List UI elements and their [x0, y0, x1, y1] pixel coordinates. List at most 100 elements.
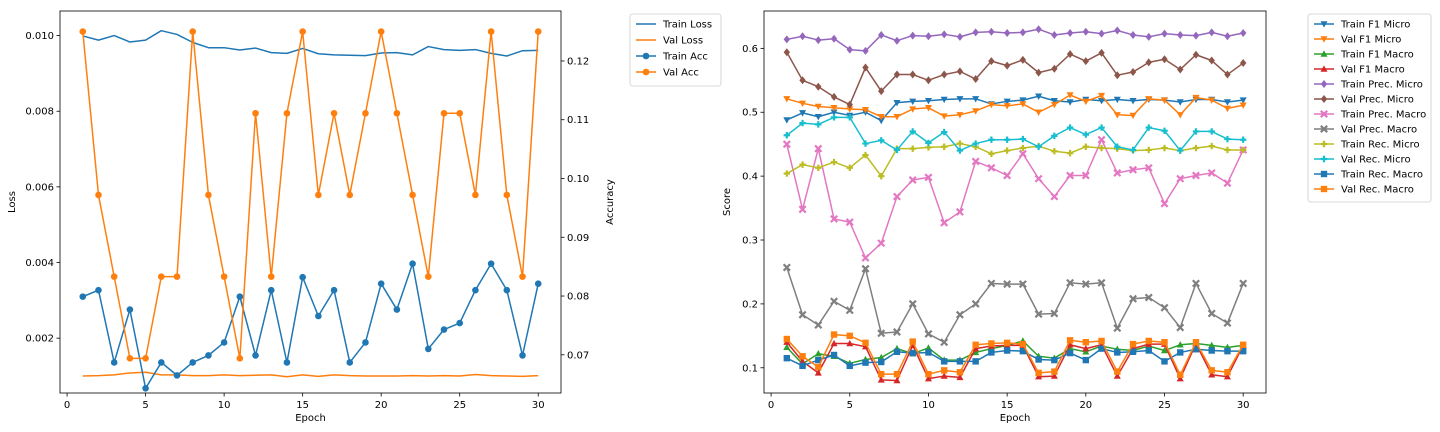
data-point — [909, 338, 916, 345]
data-point — [862, 140, 869, 147]
data-point — [877, 329, 886, 338]
data-point — [377, 28, 385, 35]
data-point — [1114, 71, 1121, 80]
data-point — [815, 164, 822, 172]
data-point — [173, 273, 181, 280]
data-point — [424, 273, 432, 280]
legend-label: Val Prec. Macro — [1341, 125, 1417, 136]
legend-item: Train Loss — [636, 20, 712, 31]
data-point — [534, 280, 542, 287]
data-point — [924, 173, 933, 182]
x-tick-label: 20 — [375, 400, 388, 411]
data-point — [157, 359, 165, 366]
data-point — [1239, 347, 1247, 355]
data-point — [519, 273, 526, 280]
data-point — [814, 103, 822, 111]
x-tick-label: 5 — [847, 400, 853, 411]
data-point — [972, 140, 979, 147]
data-point — [1003, 339, 1011, 347]
data-point — [1113, 96, 1121, 104]
data-point — [909, 349, 916, 357]
y-tick-label: 0.004 — [25, 258, 54, 269]
legend-marker — [642, 68, 650, 76]
y-tick-label: 0.2 — [742, 299, 758, 310]
data-point — [1145, 58, 1152, 67]
data-point — [1129, 294, 1138, 303]
legend-label: Val Loss — [663, 36, 703, 47]
data-point — [315, 191, 322, 199]
data-point — [1129, 340, 1137, 348]
data-point — [815, 121, 822, 128]
legend-item: Val Prec. Micro — [1314, 95, 1414, 106]
data-point — [220, 273, 228, 280]
data-point — [830, 331, 838, 338]
data-point — [956, 373, 964, 381]
data-point — [862, 63, 869, 72]
data-point — [909, 145, 916, 152]
data-point — [377, 280, 385, 287]
data-point — [1192, 128, 1200, 135]
data-point — [1019, 135, 1027, 143]
data-point — [283, 359, 291, 366]
data-point — [814, 369, 822, 376]
y-tick-label: 0.006 — [25, 182, 54, 193]
data-point — [1082, 356, 1090, 364]
legend-label: Val Acc — [663, 68, 699, 79]
data-point — [830, 214, 839, 223]
y-tick-label: 0.010 — [25, 31, 54, 42]
data-point — [878, 87, 885, 96]
data-point — [1129, 146, 1137, 154]
y-tick-label: 0.002 — [25, 334, 54, 345]
data-point — [1176, 374, 1184, 382]
data-point — [142, 355, 149, 362]
data-point — [1161, 339, 1168, 346]
data-point — [956, 140, 964, 147]
data-point — [456, 109, 464, 117]
data-point — [1192, 94, 1200, 102]
data-point — [283, 109, 291, 117]
data-point — [1114, 143, 1121, 150]
data-point — [142, 384, 149, 392]
data-point — [1144, 163, 1153, 172]
data-point — [409, 191, 416, 199]
data-point — [830, 109, 838, 116]
data-point — [830, 158, 838, 166]
data-point — [830, 297, 839, 306]
score-chart: 0 5 10 15 20 25 30 0.1 0.2 0.3 0.4 0.5 0.6 Epoch Score… — [722, 10, 1432, 424]
data-point — [814, 114, 822, 121]
data-point — [299, 273, 306, 281]
series-line — [786, 341, 1244, 382]
data-point — [1019, 28, 1027, 37]
data-point — [1129, 165, 1138, 174]
data-point — [799, 362, 806, 370]
data-point — [1113, 324, 1122, 333]
data-point — [1066, 29, 1074, 38]
data-point — [1192, 31, 1200, 40]
data-point — [893, 348, 901, 355]
data-point — [1223, 105, 1231, 113]
data-point — [1066, 99, 1074, 106]
data-point — [236, 355, 244, 362]
data-point — [1051, 30, 1058, 39]
data-point — [1129, 68, 1137, 77]
data-point — [783, 354, 791, 362]
data-point — [110, 359, 118, 366]
data-point — [1208, 128, 1215, 135]
legend-item: Train Rec. Micro — [1314, 140, 1420, 151]
data-point — [1208, 142, 1215, 150]
series-line — [786, 95, 1244, 122]
data-point — [924, 98, 932, 105]
legend-box — [1307, 13, 1432, 203]
series-val-acc — [79, 28, 542, 362]
data-point — [1161, 127, 1168, 134]
data-point — [893, 370, 901, 378]
data-point — [173, 372, 181, 379]
y-tick-label: 0.4 — [742, 172, 758, 183]
data-point — [1239, 102, 1247, 109]
data-point — [1019, 347, 1027, 355]
data-point — [1160, 97, 1169, 104]
legend-marker — [642, 52, 650, 60]
legend-marker — [1320, 21, 1328, 28]
data-point — [315, 312, 322, 320]
data-point — [1239, 59, 1247, 68]
